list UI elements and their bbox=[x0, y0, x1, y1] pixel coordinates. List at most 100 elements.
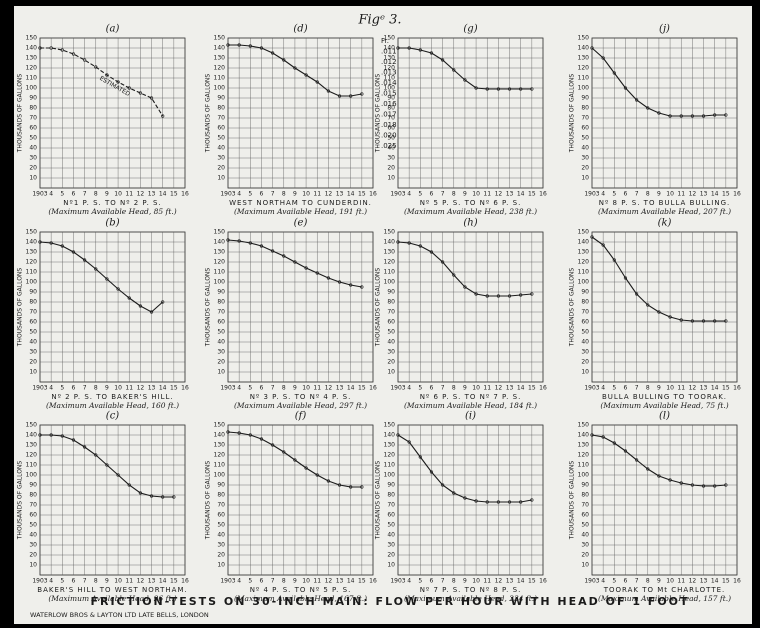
test-point bbox=[485, 87, 489, 91]
test-point bbox=[507, 87, 512, 91]
y-tick-label: 60 bbox=[387, 125, 395, 132]
test-point bbox=[337, 280, 342, 284]
y-tick-label: 110 bbox=[384, 462, 396, 469]
x-tick-label: 7 bbox=[635, 385, 639, 392]
y-tick-label: 40 bbox=[217, 339, 225, 346]
y-tick-label: 20 bbox=[29, 165, 37, 172]
y-tick-label: 40 bbox=[581, 145, 589, 152]
panel-title: (a) bbox=[106, 24, 120, 35]
y-tick-label: 120 bbox=[578, 452, 590, 459]
x-tick-label: 7 bbox=[271, 578, 275, 585]
panel-caption: Nº1 P. S. TO Nº 2 P. S. bbox=[63, 199, 161, 207]
y-tick-label: 50 bbox=[217, 522, 225, 529]
x-tick-label: 1903 bbox=[220, 578, 235, 585]
test-point bbox=[282, 58, 286, 62]
y-tick-label: 30 bbox=[581, 349, 589, 356]
footer: FRICTION-TESTS ON 30-INCH MAIN: FLOW PER… bbox=[90, 595, 689, 608]
x-tick-label: 14 bbox=[347, 578, 355, 585]
x-tick-label: 13 bbox=[148, 385, 156, 392]
y-tick-label: 50 bbox=[29, 135, 37, 142]
y-tick-label: 140 bbox=[384, 432, 396, 439]
test-point bbox=[304, 466, 308, 470]
test-point bbox=[149, 96, 154, 100]
x-tick-label: 5 bbox=[60, 385, 64, 392]
y-tick-label: 120 bbox=[214, 452, 226, 459]
y-tick-label: 70 bbox=[217, 502, 225, 509]
test-point bbox=[507, 500, 512, 504]
test-point bbox=[463, 285, 467, 289]
y-axis-label: THOUSANDS OF GALLONS bbox=[375, 74, 382, 154]
y-tick-label: 130 bbox=[214, 249, 226, 256]
test-point bbox=[452, 68, 456, 72]
test-point bbox=[690, 483, 694, 487]
test-point bbox=[496, 500, 500, 504]
y-tick-label: 90 bbox=[29, 95, 37, 102]
annotation: .014 bbox=[381, 79, 397, 87]
y-tick-label: 40 bbox=[29, 532, 37, 539]
x-tick-label: 10 bbox=[114, 191, 122, 198]
panel-subtitle: (Maximum Available Head, 167 ft.) bbox=[234, 594, 367, 603]
test-point bbox=[724, 319, 728, 323]
test-point bbox=[474, 86, 478, 90]
y-axis-label: THOUSANDS OF GALLONS bbox=[375, 461, 382, 541]
panel-subtitle: (Maximum Available Head, 191 ft.) bbox=[234, 207, 367, 216]
x-tick-label: 12 bbox=[689, 578, 697, 585]
x-tick-label: 8 bbox=[94, 191, 98, 198]
panel-title: (h) bbox=[463, 218, 477, 229]
x-tick-label: 7 bbox=[441, 578, 445, 585]
y-tick-label: 110 bbox=[578, 75, 590, 82]
test-point bbox=[429, 470, 434, 474]
x-tick-label: 15 bbox=[528, 191, 536, 198]
y-tick-label: 100 bbox=[26, 472, 38, 479]
y-tick-label: 60 bbox=[29, 125, 37, 132]
test-point bbox=[304, 266, 308, 270]
y-tick-label: 60 bbox=[29, 512, 37, 519]
y-axis-label: THOUSANDS OF GALLONS bbox=[205, 461, 212, 541]
test-point bbox=[282, 254, 286, 258]
test-point bbox=[315, 271, 319, 275]
test-point bbox=[441, 483, 445, 487]
y-tick-label: 60 bbox=[581, 512, 589, 519]
x-tick-label: 10 bbox=[114, 385, 122, 392]
x-tick-label: 10 bbox=[666, 578, 674, 585]
x-tick-label: 4 bbox=[49, 385, 53, 392]
y-tick-label: 60 bbox=[581, 125, 589, 132]
annotation: .017 bbox=[381, 111, 397, 119]
test-point bbox=[60, 48, 64, 52]
y-tick-label: 130 bbox=[26, 249, 38, 256]
test-point bbox=[60, 434, 64, 438]
x-tick-label: 9 bbox=[657, 191, 661, 198]
x-tick-label: 15 bbox=[170, 385, 178, 392]
x-tick-label: 8 bbox=[646, 578, 650, 585]
y-tick-label: 30 bbox=[387, 349, 395, 356]
x-tick-label: 11 bbox=[483, 191, 491, 198]
test-point bbox=[713, 484, 717, 488]
panel-subtitle: (Maximum Available Head, 85 ft.) bbox=[48, 207, 176, 216]
y-tick-label: 60 bbox=[217, 125, 225, 132]
x-tick-label: 12 bbox=[689, 385, 697, 392]
test-point bbox=[293, 260, 297, 264]
y-tick-label: 150 bbox=[214, 35, 226, 42]
test-point bbox=[248, 241, 252, 245]
x-tick-label: 16 bbox=[369, 578, 377, 585]
y-tick-label: 30 bbox=[29, 155, 37, 162]
x-tick-label: 9 bbox=[293, 385, 297, 392]
test-point bbox=[679, 481, 683, 485]
y-tick-label: 60 bbox=[387, 512, 395, 519]
test-point bbox=[349, 283, 353, 287]
y-tick-label: 110 bbox=[578, 462, 590, 469]
x-tick-label: 5 bbox=[418, 191, 422, 198]
y-tick-label: 80 bbox=[387, 492, 395, 499]
test-point bbox=[116, 80, 120, 84]
x-tick-label: 13 bbox=[148, 191, 156, 198]
y-tick-label: 10 bbox=[581, 369, 589, 376]
y-tick-label: 80 bbox=[29, 492, 37, 499]
y-tick-label: 110 bbox=[214, 269, 226, 276]
test-point bbox=[530, 498, 534, 502]
test-point bbox=[612, 441, 616, 445]
x-tick-label: 5 bbox=[60, 578, 64, 585]
x-tick-label: 13 bbox=[506, 578, 514, 585]
y-tick-label: 80 bbox=[29, 105, 37, 112]
y-tick-label: 150 bbox=[26, 229, 38, 236]
